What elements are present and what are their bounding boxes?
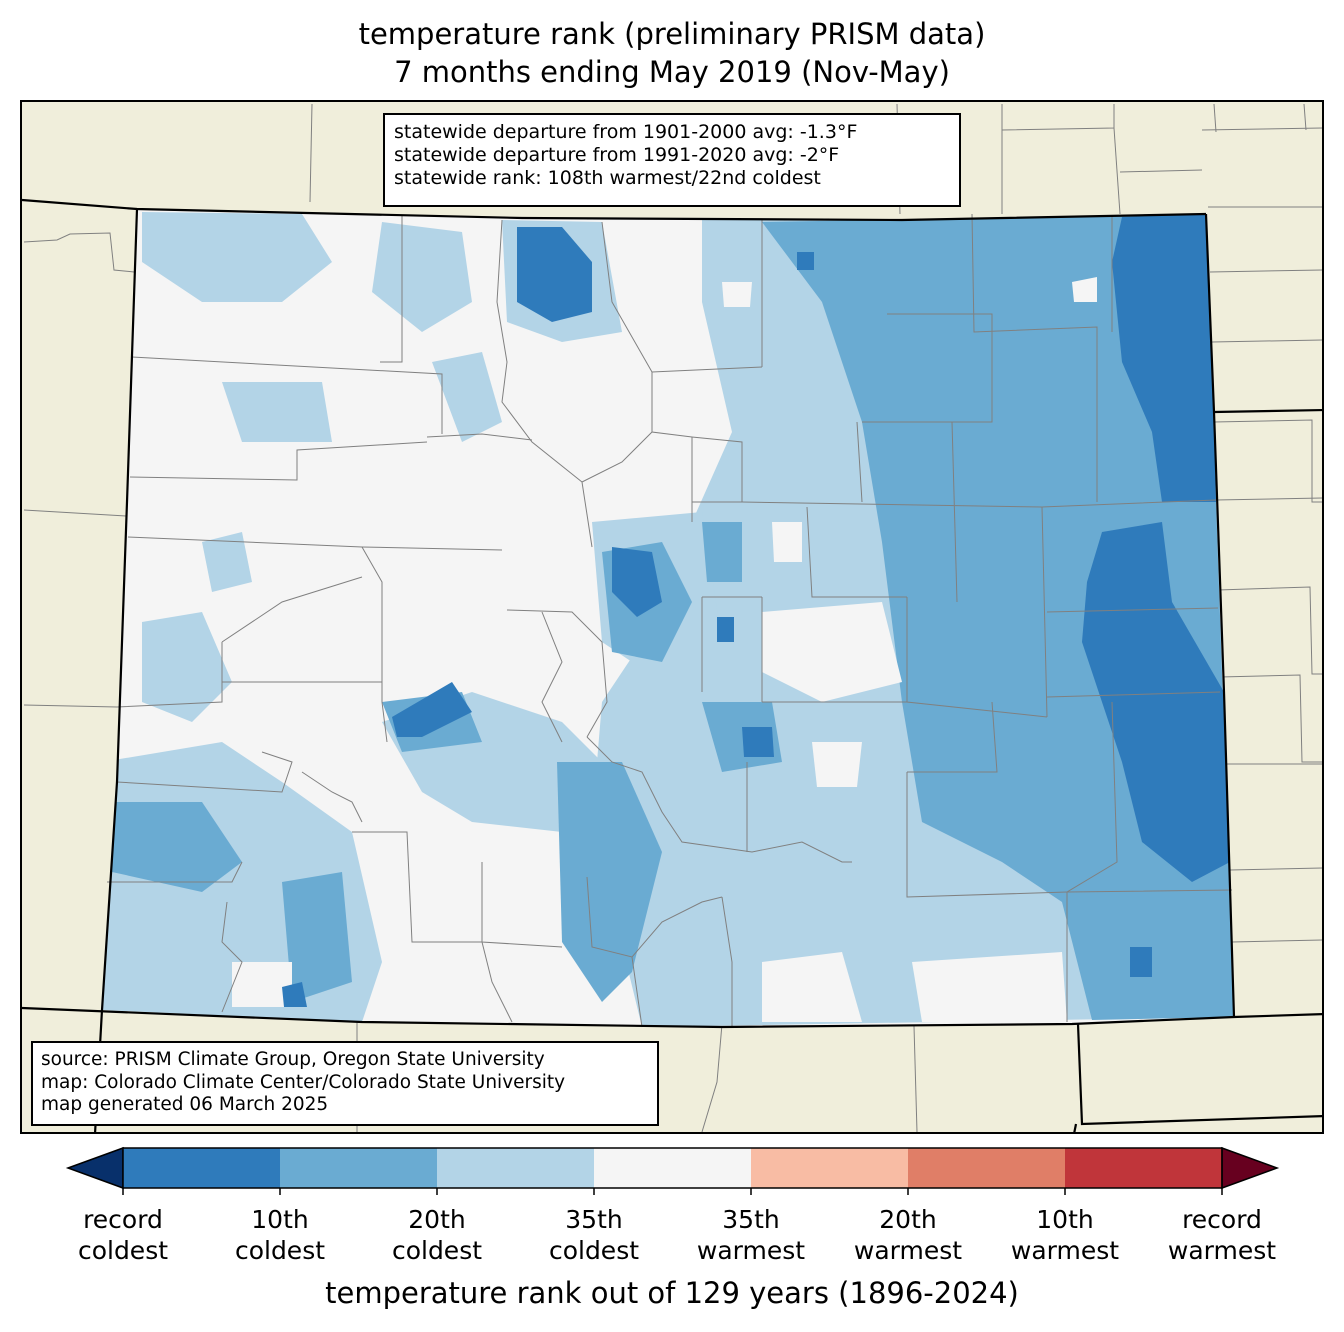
record-to-10th-coldest-areas [282,214,1230,1007]
stats-departure-1901-2000: statewide departure from 1901-2000 avg: … [394,121,858,143]
colorbar-label-35th-coldest: 35th coldest [548,1205,640,1265]
colorbar-segment-4 [594,1148,751,1188]
stats-departure-1991-2020: statewide departure from 1991-2020 avg: … [394,144,840,166]
source-line: source: PRISM Climate Group, Oregon Stat… [41,1049,545,1070]
near-normal-areas [232,277,1097,1022]
colorbar-extend-warm [1221,1146,1280,1190]
colorbar-extend-cold [65,1146,124,1190]
rank-shading [102,212,1234,1027]
colorbar-segment-2 [280,1148,437,1188]
neighbor-county-lines [23,103,1322,1132]
county-boundaries [107,213,1233,1028]
map-credit-line: map: Colorado Climate Center/Colorado St… [41,1071,566,1093]
colorbar-ticks [122,1188,1223,1195]
statewide-stats-box: statewide departure from 1901-2000 avg: … [383,113,961,207]
colorbar [65,1146,1280,1195]
source-box: source: PRISM Climate Group, Oregon Stat… [31,1041,659,1126]
colorbar-segment-5 [751,1148,908,1188]
map-title-line-1: temperature rank (preliminary PRISM data… [358,17,986,51]
colorbar-label-35th-warmest: 35th warmest [696,1205,806,1265]
colorbar-label-10th-coldest: 10th coldest [234,1205,326,1265]
colorbar-label-10th-warmest: 10th warmest [1010,1205,1120,1265]
colorbar-outline [122,1147,1223,1189]
colorbar-segment-3 [437,1148,594,1188]
colorbar-label-record-warmest: record warmest [1167,1205,1277,1265]
colorbar-label-20th-coldest: 20th coldest [391,1205,483,1265]
map-panel [20,100,1324,1134]
map-title-line-2: 7 months ending May 2019 (Nov-May) [394,55,950,89]
colorbar-segment-6 [908,1148,1065,1188]
colorbar-title: temperature rank out of 129 years (1896-… [325,1276,1019,1310]
colorbar-segment-1 [123,1148,280,1188]
stats-rank: statewide rank: 108th warmest/22nd colde… [394,167,821,189]
colorbar-label-20th-warmest: 20th warmest [853,1205,963,1265]
colorbar-segment-7 [1065,1148,1222,1188]
colorado-temperature-rank-map [22,102,1322,1132]
colorbar-label-record-coldest: record coldest [77,1205,169,1265]
generated-date-line: map generated 06 March 2025 [41,1094,329,1115]
